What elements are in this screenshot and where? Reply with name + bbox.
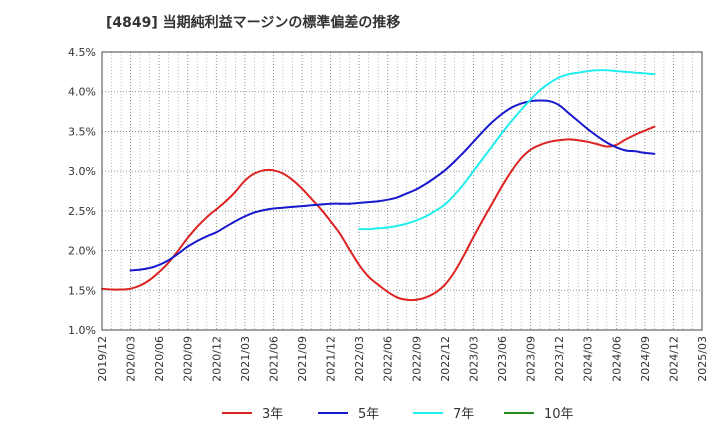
y-tick-label: 1.0% xyxy=(68,324,96,337)
grid xyxy=(101,51,703,331)
x-tick-label: 2019/12 xyxy=(96,336,109,382)
legend-label-2: 7年 xyxy=(453,407,474,422)
series-line-2 xyxy=(358,69,656,231)
x-tick-label: 2023/12 xyxy=(553,336,566,382)
plot-border xyxy=(101,51,703,331)
x-tick-label: 2024/06 xyxy=(610,336,623,382)
x-tick-label: 2021/03 xyxy=(239,336,252,382)
x-axis-ticks: 2019/12 2020/03 2020/06 2020/09 2020/12 2021/… xyxy=(96,336,709,382)
x-tick-label: 2020/12 xyxy=(210,336,223,382)
x-tick-label: 2024/12 xyxy=(667,336,680,382)
x-tick-label: 2023/09 xyxy=(525,336,538,382)
x-tick-label: 2024/03 xyxy=(582,336,595,382)
x-tick-label: 2023/06 xyxy=(496,336,509,382)
x-tick-label: 2021/09 xyxy=(296,336,309,382)
y-tick-label: 2.5% xyxy=(68,205,96,218)
x-tick-label: 2022/09 xyxy=(410,336,423,382)
x-tick-label: 2025/03 xyxy=(696,336,709,382)
x-tick-label: 2020/06 xyxy=(153,336,166,382)
x-tick-label: 2024/09 xyxy=(639,336,652,382)
x-tick-label: 2020/03 xyxy=(125,336,138,382)
legend-label-0: 3年 xyxy=(262,407,283,422)
series-line-0 xyxy=(101,125,656,302)
y-tick-label: 2.0% xyxy=(68,245,96,258)
x-tick-label: 2023/03 xyxy=(467,336,480,382)
y-tick-label: 1.5% xyxy=(68,284,96,297)
x-tick-label: 2021/06 xyxy=(267,336,280,382)
series-line-1 xyxy=(129,99,656,272)
x-tick-label: 2022/12 xyxy=(439,336,452,382)
y-axis-ticks: 1.0% 1.5% 2.0% 2.5% 3.0% 3.5% 4.0% 4.5% xyxy=(68,46,96,337)
x-tick-label: 2022/03 xyxy=(353,336,366,382)
legend-label-1: 5年 xyxy=(358,407,379,422)
y-tick-label: 3.0% xyxy=(68,165,96,178)
y-tick-label: 4.5% xyxy=(68,46,96,59)
chart-title: [4849] 当期純利益マージンの標準偏差の推移 xyxy=(106,14,400,31)
y-tick-label: 4.0% xyxy=(68,86,96,99)
y-tick-label: 3.5% xyxy=(68,125,96,138)
x-tick-label: 2020/09 xyxy=(182,336,195,382)
series-lines xyxy=(101,69,656,302)
legend: 3年 5年 7年 10年 xyxy=(222,407,574,422)
legend-label-3: 10年 xyxy=(544,407,574,422)
x-tick-label: 2021/12 xyxy=(325,336,338,382)
x-tick-label: 2022/06 xyxy=(382,336,395,382)
